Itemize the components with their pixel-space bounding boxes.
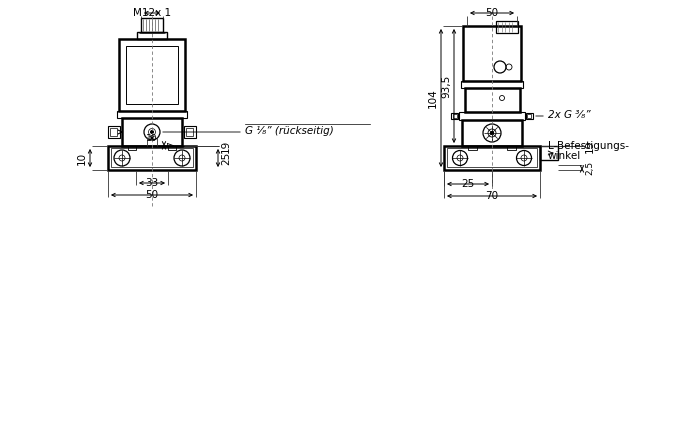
Text: 25: 25 bbox=[461, 179, 475, 189]
Bar bbox=[459, 112, 525, 120]
Text: 70: 70 bbox=[485, 191, 498, 201]
Circle shape bbox=[151, 130, 154, 133]
Text: 19: 19 bbox=[221, 139, 231, 153]
Bar bbox=[444, 146, 540, 170]
Text: 50: 50 bbox=[145, 190, 158, 200]
Text: 7: 7 bbox=[167, 141, 176, 147]
Text: 33: 33 bbox=[145, 178, 158, 188]
Bar bbox=[108, 126, 120, 138]
Bar bbox=[462, 120, 522, 146]
Text: 50: 50 bbox=[485, 8, 498, 18]
Text: 10: 10 bbox=[77, 151, 87, 164]
Bar bbox=[463, 26, 521, 81]
Bar bbox=[468, 146, 477, 150]
Bar bbox=[128, 146, 136, 150]
Text: 19: 19 bbox=[585, 139, 595, 153]
Bar bbox=[461, 81, 523, 88]
Bar bbox=[453, 114, 457, 118]
Bar bbox=[496, 21, 518, 33]
Bar bbox=[451, 113, 458, 119]
Bar bbox=[108, 146, 196, 170]
Bar bbox=[464, 88, 519, 112]
Bar bbox=[137, 32, 167, 39]
Bar bbox=[110, 128, 117, 136]
Bar bbox=[540, 146, 558, 160]
Bar bbox=[119, 39, 185, 111]
Circle shape bbox=[491, 132, 493, 135]
Bar bbox=[184, 126, 196, 138]
Bar bbox=[186, 128, 193, 136]
Text: 25: 25 bbox=[221, 151, 231, 164]
Text: 93,5: 93,5 bbox=[441, 75, 451, 98]
Bar bbox=[526, 113, 533, 119]
Text: 10: 10 bbox=[147, 134, 158, 143]
Bar bbox=[168, 146, 176, 150]
Text: winkel: winkel bbox=[548, 151, 581, 161]
Text: L-Befestigungs-: L-Befestigungs- bbox=[548, 141, 629, 151]
Bar bbox=[117, 111, 187, 118]
Bar bbox=[126, 46, 178, 104]
Bar bbox=[507, 146, 516, 150]
Bar bbox=[122, 118, 182, 146]
Text: G ¹⁄₈” (rückseitig): G ¹⁄₈” (rückseitig) bbox=[245, 126, 334, 136]
Text: M12x 1: M12x 1 bbox=[133, 8, 171, 18]
Text: 2x G ³⁄₈”: 2x G ³⁄₈” bbox=[548, 110, 591, 120]
Bar bbox=[141, 18, 163, 32]
Bar bbox=[447, 148, 537, 167]
Text: 104: 104 bbox=[428, 88, 438, 108]
Bar bbox=[527, 114, 531, 118]
Bar bbox=[111, 148, 193, 167]
Text: 2,5: 2,5 bbox=[585, 161, 594, 175]
